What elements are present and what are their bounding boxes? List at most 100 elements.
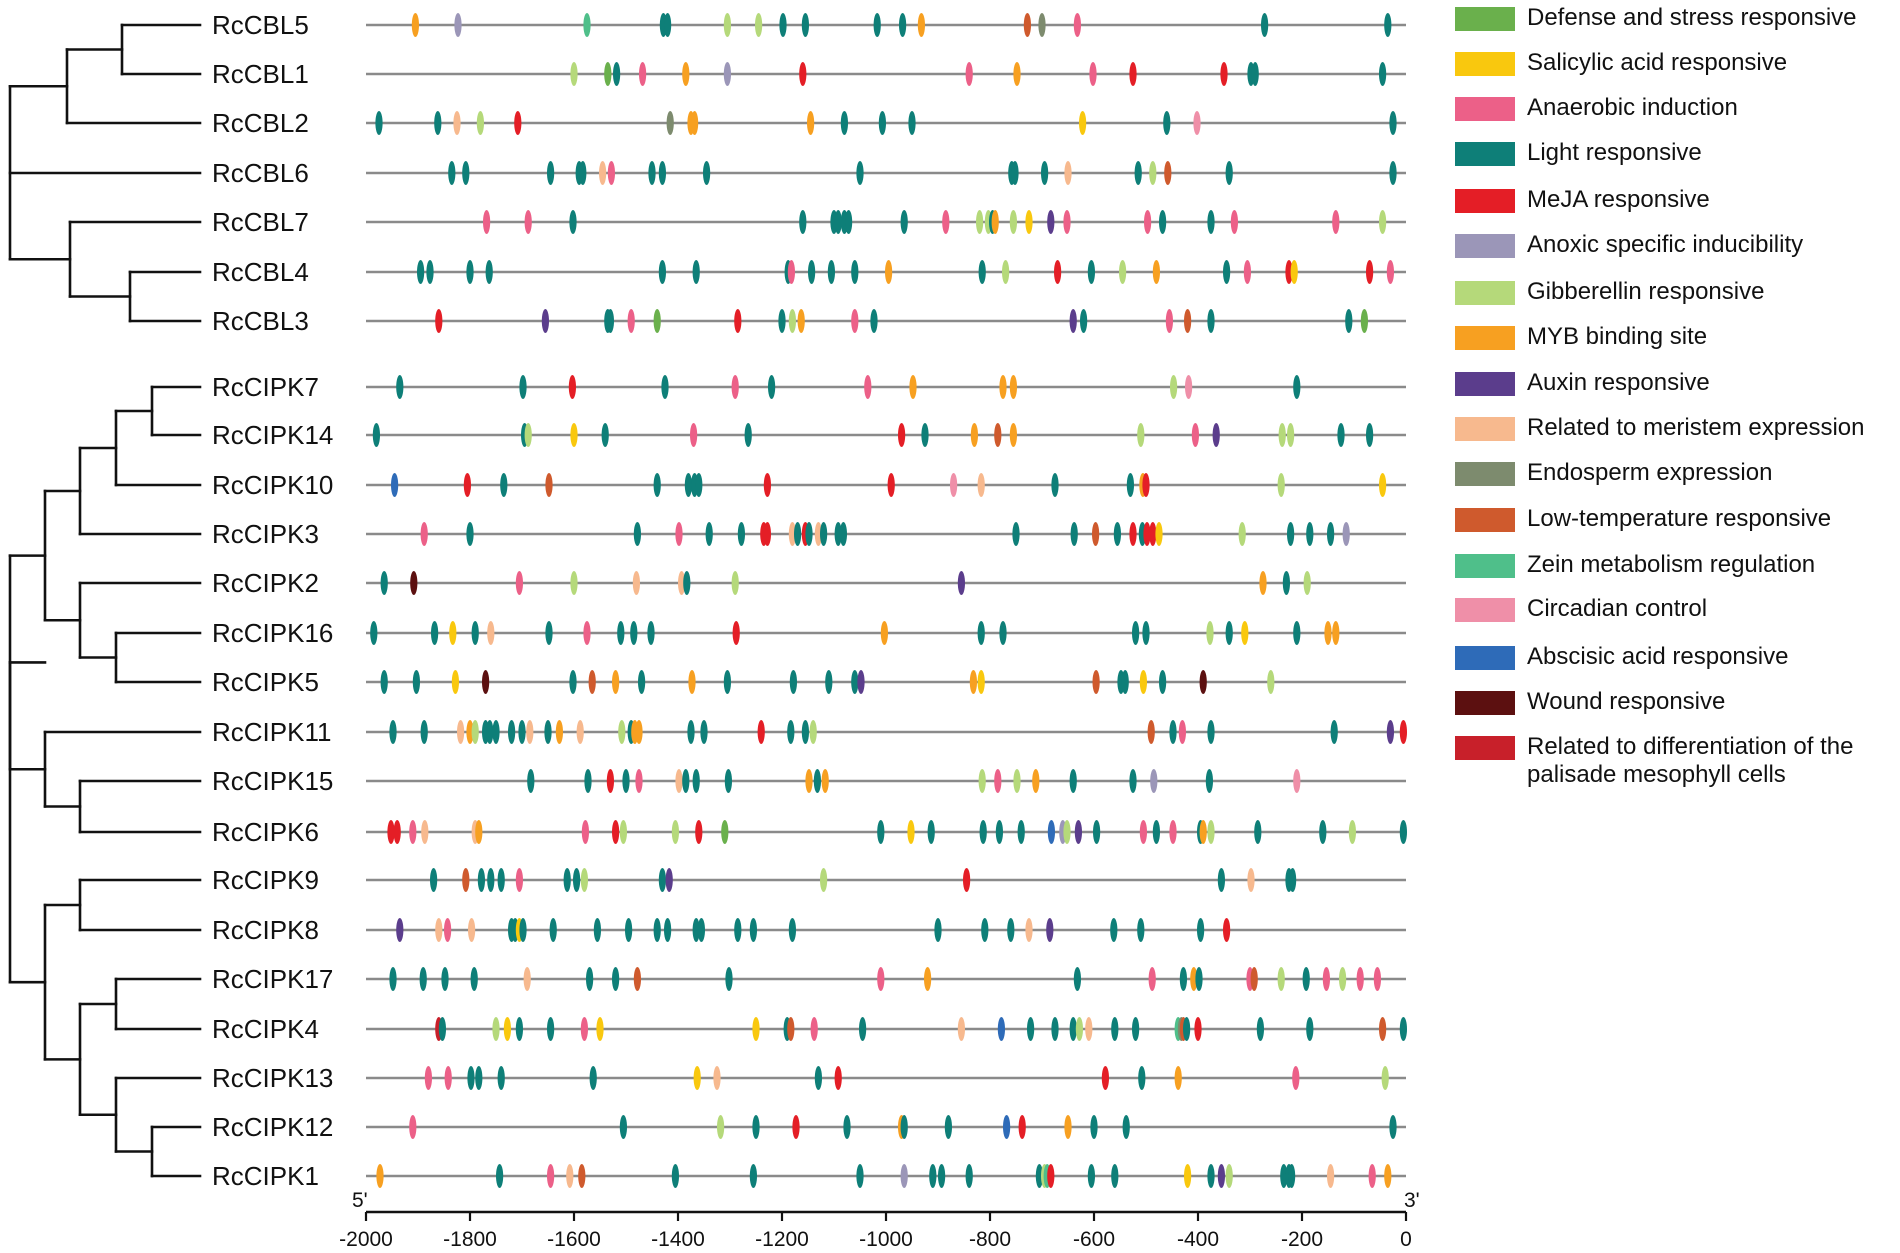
- gene-label-RcCIPK4: RcCIPK4: [212, 1014, 319, 1044]
- element-mark-wound: [410, 571, 418, 595]
- element-mark-light: [839, 522, 848, 546]
- element-mark-meristem: [576, 720, 584, 744]
- legend-item-defense: Defense and stress responsive: [1455, 4, 1897, 32]
- element-mark-meristem: [957, 1017, 966, 1041]
- legend-item-endosperm: Endosperm expression: [1455, 459, 1897, 487]
- element-mark-light: [813, 769, 822, 793]
- element-mark-gibberellin: [1238, 522, 1246, 546]
- element-mark-anaerobic: [444, 918, 452, 942]
- element-mark-defense: [604, 62, 612, 86]
- element-mark-light: [1163, 111, 1171, 135]
- legend-item-zein: Zein metabolism regulation: [1455, 551, 1897, 579]
- element-mark-light: [389, 720, 397, 744]
- element-mark-light: [434, 111, 442, 135]
- element-mark-anaerobic: [690, 423, 698, 447]
- element-mark-gibberellin: [524, 423, 532, 447]
- legend-label: Low-temperature responsive: [1527, 505, 1832, 532]
- element-mark-light: [737, 522, 746, 546]
- gene-label-RcCBL5: RcCBL5: [212, 10, 309, 40]
- element-mark-anaerobic: [810, 1017, 818, 1041]
- element-mark-anaerobic: [1356, 967, 1364, 991]
- element-mark-salicylic: [503, 1017, 511, 1041]
- element-mark-myb: [969, 670, 978, 694]
- element-mark-light: [380, 670, 388, 694]
- element-mark-light: [1113, 522, 1121, 546]
- element-mark-meristem: [599, 161, 607, 185]
- element-mark-meristem: [1327, 1164, 1335, 1188]
- element-mark-light: [1302, 967, 1310, 991]
- element-mark-myb: [475, 820, 483, 844]
- element-mark-lowtemp: [1092, 670, 1100, 694]
- element-mark-gibberellin: [671, 820, 680, 844]
- element-mark-anaerobic: [1322, 967, 1330, 991]
- element-mark-light: [569, 210, 577, 234]
- element-mark-light: [370, 621, 378, 645]
- gene-label-RcCIPK10: RcCIPK10: [212, 470, 333, 500]
- element-mark-light: [1293, 375, 1301, 399]
- element-mark-meja: [568, 375, 577, 399]
- element-mark-auxin: [957, 571, 966, 595]
- element-mark-light: [705, 522, 713, 546]
- element-mark-light: [466, 260, 474, 284]
- element-mark-meja: [387, 820, 395, 844]
- element-mark-light: [648, 161, 656, 185]
- gene-label-RcCIPK9: RcCIPK9: [212, 865, 319, 895]
- element-mark-light: [1017, 820, 1025, 844]
- gene-labels: RcCBL5 RcCBL1 RcCBL2 RcCBL6 RcCBL7 RcCBL4 RcCB…: [212, 10, 333, 1191]
- element-mark-light: [900, 210, 908, 234]
- element-mark-light: [1293, 621, 1301, 645]
- gene-label-RcCIPK14: RcCIPK14: [212, 420, 333, 450]
- element-mark-anaerobic: [1332, 210, 1340, 234]
- element-mark-light: [1366, 423, 1374, 447]
- element-mark-circadian: [950, 473, 958, 497]
- element-mark-light: [787, 720, 795, 744]
- element-mark-light: [1261, 13, 1269, 37]
- element-mark-gibberellin: [1381, 1066, 1389, 1090]
- x-tick-label: -1200: [755, 1228, 809, 1251]
- gene-label-RcCIPK2: RcCIPK2: [212, 568, 319, 598]
- element-mark-light: [664, 13, 672, 37]
- element-mark-anaerobic: [424, 1066, 432, 1090]
- element-mark-light: [873, 13, 881, 37]
- element-mark-light: [692, 260, 700, 284]
- element-mark-light: [840, 111, 849, 135]
- element-mark-light: [1183, 1017, 1191, 1041]
- element-mark-light: [492, 720, 500, 744]
- element-mark-circadian: [1293, 769, 1301, 793]
- element-mark-light: [703, 161, 711, 185]
- element-mark-myb: [1190, 967, 1198, 991]
- element-mark-meja: [1142, 473, 1150, 497]
- element-mark-lowtemp: [1379, 1017, 1387, 1041]
- element-mark-light: [1225, 161, 1233, 185]
- element-mark-meristem: [457, 720, 465, 744]
- element-mark-meja: [393, 820, 401, 844]
- element-mark-endosperm: [666, 111, 674, 135]
- element-mark-meristem: [1247, 868, 1255, 892]
- element-mark-auxin: [1217, 1164, 1225, 1188]
- element-mark-light: [697, 918, 706, 942]
- element-mark-salicylic: [1241, 621, 1249, 645]
- element-mark-light: [801, 720, 810, 744]
- element-mark-light: [799, 210, 807, 234]
- legend-label: Related to meristem expression: [1527, 414, 1865, 441]
- gene-label-RcCBL3: RcCBL3: [212, 306, 309, 336]
- x-tick-label: -1600: [547, 1228, 601, 1251]
- element-mark-gibberellin: [978, 769, 986, 793]
- element-mark-light: [471, 621, 479, 645]
- legend-label: Anaerobic induction: [1527, 94, 1738, 121]
- element-mark-anaerobic: [583, 621, 591, 645]
- legend-swatch: [1455, 372, 1515, 396]
- legend-item-myb: MYB binding site: [1455, 323, 1897, 351]
- element-mark-light: [995, 820, 1004, 844]
- element-mark-myb: [1152, 260, 1160, 284]
- x-tick-label: -200: [1281, 1228, 1323, 1251]
- element-mark-light: [929, 1164, 937, 1188]
- legend-item-anaerobic: Anaerobic induction: [1455, 94, 1897, 122]
- element-mark-gibberellin: [976, 210, 984, 234]
- phylogenetic-tree: [8, 23, 202, 1178]
- element-mark-meja: [834, 1066, 842, 1090]
- element-mark-meristem: [566, 1164, 574, 1188]
- element-mark-salicylic: [1379, 473, 1387, 497]
- element-mark-meja: [734, 309, 742, 333]
